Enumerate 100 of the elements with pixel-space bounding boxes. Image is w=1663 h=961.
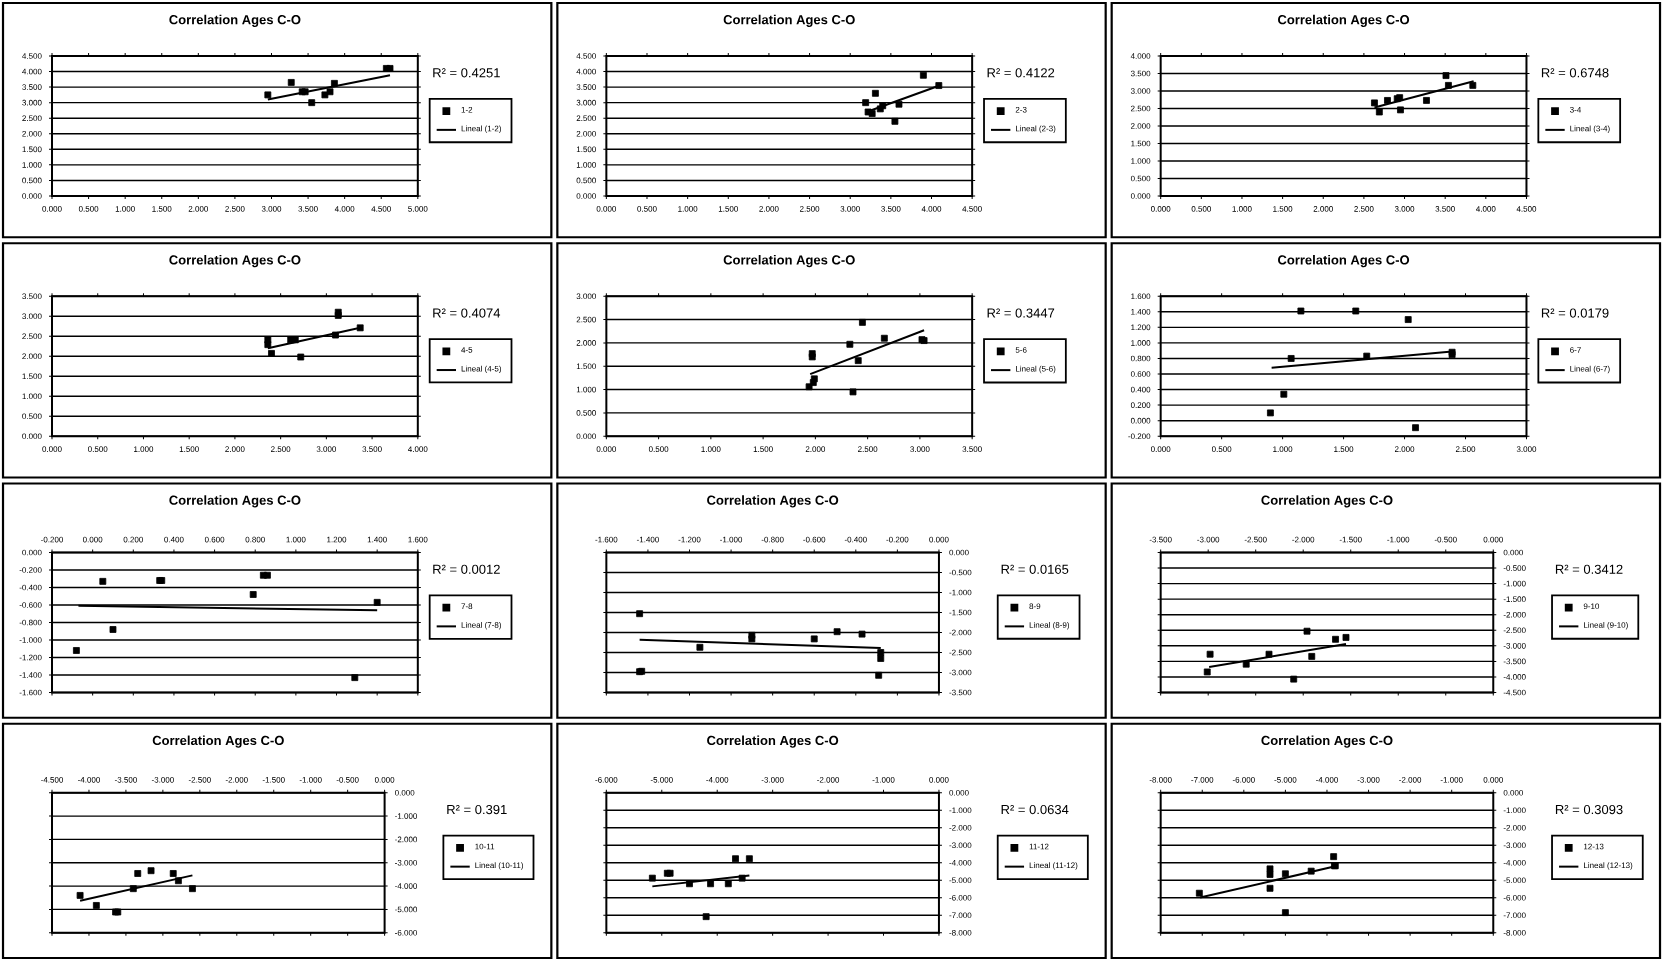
legend-label: Lineal (11-12) xyxy=(1029,862,1078,870)
y-tick-label: -0.800 xyxy=(19,619,42,626)
x-tick-label: 1.000 xyxy=(701,446,721,452)
y-tick-label: -2.000 xyxy=(1503,824,1526,831)
x-tick-label: -1.500 xyxy=(262,777,285,783)
x-tick-label: -2.000 xyxy=(817,777,840,783)
y-tick-label: 0.000 xyxy=(576,433,596,440)
x-tick-label: -1.000 xyxy=(299,777,322,783)
text: R² = 0.3447 xyxy=(987,308,1055,318)
x-tick-label: 1.500 xyxy=(1334,446,1354,452)
y-tick-label: 2.000 xyxy=(22,130,42,137)
legend-label: 1-2 xyxy=(461,106,473,113)
x-tick-label: 5.000 xyxy=(408,206,428,212)
x-tick-label: 3.500 xyxy=(962,446,982,452)
y-tick-label: 0.500 xyxy=(576,177,596,184)
x-tick-label: 0.000 xyxy=(374,777,395,783)
y-tick-label: 2.500 xyxy=(576,115,596,122)
legend-label: 7-8 xyxy=(461,603,473,610)
x-tick-label: 1.000 xyxy=(286,536,306,543)
x-tick-label: 0.800 xyxy=(245,536,265,543)
y-tick-label: 2.000 xyxy=(576,130,596,137)
y-tick-label: 0.000 xyxy=(1503,789,1524,796)
x-tick-label: 0.000 xyxy=(1150,446,1171,452)
x-tick-label: 0.200 xyxy=(123,536,143,543)
y-tick-label: 4.000 xyxy=(22,68,42,75)
chart-title: Correlation Ages C-O xyxy=(169,495,301,508)
x-tick-label: -8.000 xyxy=(1149,777,1172,783)
y-tick-label: -6.000 xyxy=(1503,894,1526,901)
x-tick-label: -2.500 xyxy=(188,777,211,783)
y-tick-label: -1.000 xyxy=(19,637,42,643)
text: R² = 0.4251 xyxy=(433,68,500,78)
y-tick-label: 3.000 xyxy=(1130,88,1151,94)
x-tick-label: 0.000 xyxy=(1150,206,1171,212)
x-tick-label: 1.000 xyxy=(1232,206,1252,212)
legend-label: Lineal (5-6) xyxy=(1016,365,1056,374)
x-tick-label: 4.000 xyxy=(407,446,428,452)
y-tick-label: 1.000 xyxy=(1131,158,1151,164)
y-tick-label: -3.000 xyxy=(949,669,972,676)
y-tick-label: 0.000 xyxy=(22,433,42,440)
x-tick-label: 1.000 xyxy=(1273,446,1293,452)
legend-label: 11-12 xyxy=(1029,843,1049,850)
x-tick-label: 3.000 xyxy=(316,446,337,452)
x-tick-label: 1.500 xyxy=(1273,206,1293,212)
text: R² = 0.0179 xyxy=(1541,308,1609,318)
y-tick-label: 4.500 xyxy=(22,53,42,59)
text: R² = 0.0634 xyxy=(1001,804,1069,815)
x-tick-label: 2.000 xyxy=(1313,206,1333,212)
y-tick-label: -5.000 xyxy=(395,906,418,913)
x-tick-label: 0.000 xyxy=(929,536,949,543)
x-tick-label: 0.600 xyxy=(204,536,225,543)
x-tick-label: 0.500 xyxy=(648,446,669,452)
x-tick-label: 1.000 xyxy=(134,446,154,452)
x-tick-label: 3.000 xyxy=(1516,446,1537,452)
legend-label: Lineal (4-5) xyxy=(461,365,501,374)
x-tick-label: -3.500 xyxy=(114,777,137,783)
y-tick-label: 3.500 xyxy=(22,293,42,300)
x-tick-label: 0.000 xyxy=(82,536,103,543)
x-tick-label: -0.800 xyxy=(761,536,784,543)
x-tick-label: 2.000 xyxy=(1394,446,1415,452)
y-tick-label: -5.000 xyxy=(1503,877,1526,884)
y-tick-label: 2.000 xyxy=(1131,123,1151,129)
y-tick-label: 0.000 xyxy=(22,549,42,556)
y-tick-label: 3.000 xyxy=(576,293,596,300)
x-tick-label: 0.000 xyxy=(596,446,617,452)
y-tick-label: -5.000 xyxy=(949,877,972,884)
x-tick-label: -5.000 xyxy=(650,777,673,783)
y-tick-label: 4.000 xyxy=(1130,53,1151,59)
legend-label: Lineal (6-7) xyxy=(1570,365,1610,374)
x-tick-label: 4.500 xyxy=(962,206,982,212)
y-tick-label: -3.500 xyxy=(1503,658,1526,665)
legend-label: 8-9 xyxy=(1029,603,1041,610)
x-tick-label: 1.500 xyxy=(179,446,199,452)
x-tick-label: 0.500 xyxy=(78,206,99,212)
y-tick-label: 0.500 xyxy=(22,177,42,184)
x-tick-label: -4.500 xyxy=(41,777,64,783)
legend-label: Lineal (8-9) xyxy=(1029,621,1070,630)
x-tick-label: 0.000 xyxy=(1483,536,1503,543)
y-tick-label: -4.500 xyxy=(1503,689,1526,696)
legend-label: Lineal (2-3) xyxy=(1016,125,1056,133)
x-tick-label: 4.000 xyxy=(921,206,942,212)
chart-title: Correlation Ages C-O xyxy=(169,255,301,268)
y-tick-label: -1.000 xyxy=(949,807,972,814)
x-tick-label: 1.000 xyxy=(115,206,135,212)
y-tick-label: 0.000 xyxy=(949,789,969,796)
chart-title: Correlation Ages C-O xyxy=(169,14,301,27)
y-tick-label: 0.600 xyxy=(1130,371,1151,377)
y-tick-label: 0.000 xyxy=(949,549,969,556)
x-tick-label: 4.500 xyxy=(371,206,391,212)
x-tick-label: -3.500 xyxy=(1149,536,1172,543)
y-tick-label: -7.000 xyxy=(949,912,972,919)
x-tick-label: 1.400 xyxy=(367,536,387,543)
y-tick-label: 3.500 xyxy=(1130,70,1151,77)
y-tick-label: -0.200 xyxy=(19,567,42,573)
legend-label: 5-6 xyxy=(1015,347,1027,353)
x-tick-label: -1.000 xyxy=(720,536,743,543)
text: R² = 0.391 xyxy=(447,804,507,815)
x-tick-label: 0.500 xyxy=(1191,206,1212,212)
x-tick-label: 0.400 xyxy=(164,536,184,543)
y-tick-label: 0.500 xyxy=(22,413,42,420)
y-tick-label: -6.000 xyxy=(395,929,418,936)
